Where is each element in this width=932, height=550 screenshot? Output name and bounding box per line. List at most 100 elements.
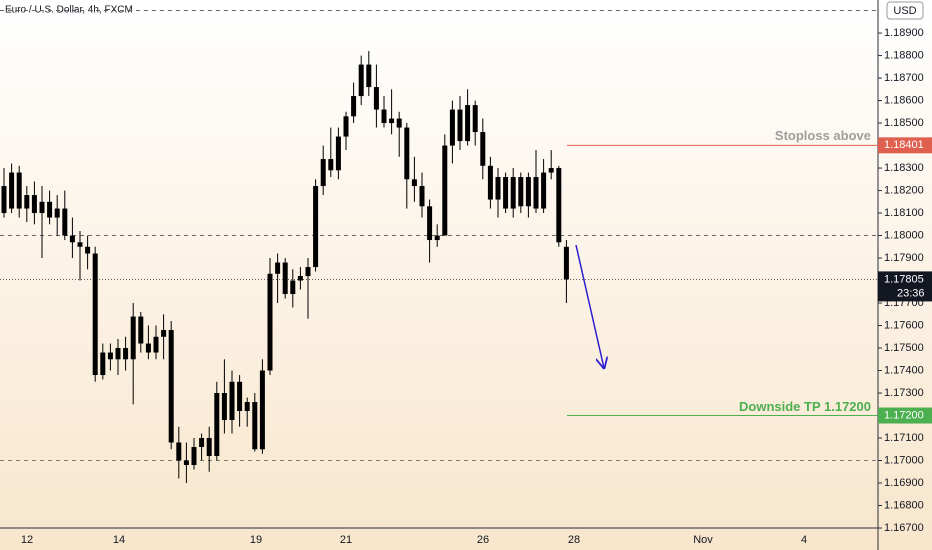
y-tick-label: 1.18000 [884,229,924,241]
y-tick-label: 1.18700 [884,72,924,84]
candle-body [252,402,258,450]
candle-body [206,438,212,457]
candle-body [275,262,281,274]
y-tick-label: 1.17000 [884,454,924,466]
x-tick-label: 14 [113,534,125,546]
candle-body [495,177,501,200]
candle-body [214,393,220,457]
candle-body [237,381,243,412]
candle-body [282,262,288,295]
y-tick-label: 1.16700 [884,522,924,534]
y-tick-label: 1.17400 [884,364,924,376]
candle-body [503,177,509,209]
candle-body [24,195,30,209]
currency: USD [893,5,916,17]
candle-body [465,105,471,142]
candle-body [221,393,227,421]
candle-body [358,64,364,97]
last-price-label: 1.17805 [884,273,924,285]
candle-body [244,402,250,412]
candle-body [183,460,189,466]
candle-body [389,118,395,124]
target-text: Downside TP 1.17200 [739,399,871,414]
x-tick-label: 12 [21,534,33,546]
x-tick-label: 19 [250,534,262,546]
candle-body [563,246,569,280]
stoploss-tag-label: 1.18401 [884,139,924,151]
candle-body [411,179,417,187]
candle-body [525,177,531,207]
y-tick-label: 1.18500 [884,117,924,129]
candle-body [85,246,91,254]
candle-body [427,206,433,241]
y-tick-label: 1.16900 [884,477,924,489]
candle-body [77,242,83,247]
y-tick-label: 1.17500 [884,342,924,354]
candle-body [541,172,547,209]
candle-body [199,438,205,448]
candle-body [191,447,197,466]
stoploss-tag [878,137,932,154]
y-tick-label: 1.18300 [884,162,924,174]
candle-body [107,352,113,360]
candle-body [168,330,174,443]
candle-body [305,267,311,277]
y-tick-label: 1.17900 [884,252,924,264]
candle-body [229,381,235,421]
candle-body [115,348,121,360]
candle-body [297,276,303,281]
candle-body [556,168,562,243]
candle-body [9,172,15,209]
candle-body [138,316,144,344]
candle-body [39,201,45,214]
countdown: 23:36 [897,287,925,299]
candle-body [366,64,372,88]
candle-body [267,273,273,371]
y-tick-label: 1.18600 [884,94,924,106]
candle-body [161,330,167,337]
stoploss-text: Stoploss above [775,128,871,143]
candle-body [548,168,554,173]
trend-arrow [575,244,604,368]
candle-body [145,343,151,353]
candle-body [373,87,379,110]
y-tick-label: 1.17100 [884,432,924,444]
candle-body [533,177,539,209]
candle-body [510,177,516,209]
candle-body [62,208,68,236]
candle-body [16,172,22,209]
candle-body [442,145,448,236]
candle-body [123,348,129,360]
candle-body [47,201,53,218]
x-tick-label: 26 [477,534,489,546]
candle-body [419,186,425,207]
target-tag-label: 1.17200 [884,409,924,421]
candle-body [69,235,75,243]
y-tick-label: 1.18200 [884,184,924,196]
candle-body [457,109,463,142]
y-tick-label: 1.17600 [884,319,924,331]
y-tick-label: 1.18100 [884,207,924,219]
candle-body [290,280,296,295]
target-tag [878,407,932,424]
candle-body [487,165,493,200]
x-tick-label: 21 [340,534,352,546]
x-tick-label: 4 [801,534,807,546]
candle-body [351,96,357,117]
candle-body [472,105,478,133]
candle-body [31,195,37,214]
x-tick-label: 28 [568,534,580,546]
chart-title: Euro / U.S. Dollar, 4h, FXCM [5,5,133,16]
candle-body [343,116,349,137]
x-tick-label: Nov [693,534,713,546]
candle-body [480,132,486,166]
candle-body [153,336,159,353]
candle-body [259,370,265,450]
candle-body [1,186,7,214]
currency-box [886,1,924,20]
candle-body [381,109,387,124]
candle-body [518,177,524,207]
candle-body [130,316,136,360]
